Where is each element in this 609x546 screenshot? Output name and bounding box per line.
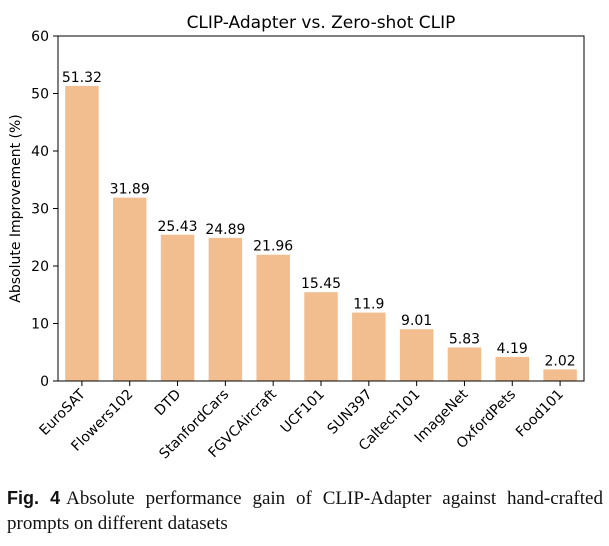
value-label: 4.19 bbox=[497, 341, 528, 357]
bar-stanfordcars bbox=[208, 237, 243, 381]
plot-frame bbox=[57, 35, 585, 382]
chart-title: CLIP-Adapter vs. Zero-shot CLIP bbox=[187, 13, 456, 33]
y-axis: 0 10 20 30 40 50 60 bbox=[31, 29, 58, 390]
value-label: 24.89 bbox=[205, 222, 245, 238]
bar-ucf101 bbox=[304, 292, 338, 381]
y-tick-label: 10 bbox=[31, 317, 49, 333]
bar-oxfordpets bbox=[495, 356, 530, 381]
y-tick-label: 40 bbox=[31, 144, 49, 160]
x-tick-label: DTD bbox=[152, 387, 185, 420]
x-tick-label: UCF101 bbox=[278, 387, 328, 437]
caption-text: Absolute performance gain of CLIP-Adapte… bbox=[7, 488, 603, 534]
bar-fgvcaircraft bbox=[256, 254, 290, 381]
y-tick-label: 0 bbox=[40, 374, 49, 390]
bar-flowers102 bbox=[112, 197, 147, 381]
bar-imagenet bbox=[447, 347, 482, 381]
value-label: 21.96 bbox=[253, 239, 293, 255]
value-label: 25.43 bbox=[157, 219, 197, 235]
bar-sun397 bbox=[352, 312, 386, 381]
bar-eurosat bbox=[65, 85, 99, 381]
figure-caption: Fig. 4 Absolute performance gain of CLIP-… bbox=[7, 486, 603, 536]
value-labels-group: 51.32 31.89 25.43 24.89 21.96 15.45 11.9 9.01 5.… bbox=[62, 70, 576, 369]
value-label: 9.01 bbox=[401, 313, 432, 329]
value-label: 31.89 bbox=[110, 182, 150, 198]
bar-food101 bbox=[543, 369, 577, 381]
bars-group bbox=[65, 85, 577, 381]
y-tick-label: 30 bbox=[31, 202, 49, 218]
bar-chart: CLIP-Adapter vs. Zero-shot CLIP 51.32 31.… bbox=[8, 13, 585, 462]
x-tick-label: Food101 bbox=[513, 387, 567, 441]
figure-label: Fig. 4 bbox=[7, 488, 61, 508]
y-axis-label: Absolute Improvement (%) bbox=[8, 114, 24, 303]
y-tick-label: 60 bbox=[31, 29, 49, 45]
value-label: 15.45 bbox=[301, 276, 341, 292]
y-tick-label: 50 bbox=[31, 87, 49, 103]
y-tick-label: 20 bbox=[31, 259, 49, 275]
value-label: 5.83 bbox=[449, 331, 480, 347]
value-label: 2.02 bbox=[545, 353, 576, 369]
value-label: 51.32 bbox=[62, 70, 102, 86]
bar-caltech101 bbox=[399, 329, 434, 381]
bar-dtd bbox=[160, 234, 195, 381]
value-label: 11.9 bbox=[353, 297, 384, 313]
